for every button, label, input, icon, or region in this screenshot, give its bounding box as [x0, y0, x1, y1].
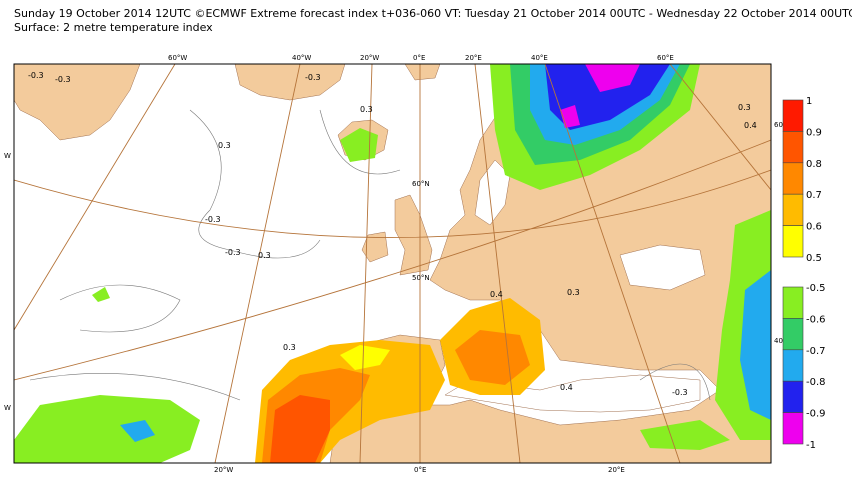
contour-label: -0.3 — [28, 71, 44, 80]
contour-label: -0.3 — [205, 215, 221, 224]
islands — [404, 64, 441, 81]
graticule-label: 50°N — [412, 274, 430, 282]
title: Sunday 19 October 2014 12UTC ©ECMWF Extr… — [14, 7, 852, 20]
warm-anomaly — [340, 345, 390, 370]
cold-anomaly — [560, 64, 640, 128]
graticule-label: 0°E — [413, 54, 425, 62]
graticule-label: 60°E — [657, 54, 674, 62]
colorbar-label: 0.6 — [806, 222, 822, 233]
colorbar-box — [782, 412, 804, 445]
colorbar-label: -0.8 — [806, 377, 826, 388]
colorbar-label: 0.7 — [806, 190, 822, 201]
graticule-label: 40°W — [292, 54, 311, 62]
graticule-label: 60°N — [412, 180, 430, 188]
colorbar-box — [782, 99, 804, 132]
colorbar-box — [782, 286, 804, 319]
contour-label: 0.3 — [360, 105, 373, 114]
warm-anomaly — [270, 395, 330, 463]
colorbar-box — [782, 162, 804, 195]
graticule-label: 60 — [774, 121, 783, 129]
contour-label: 0.4 — [560, 383, 573, 392]
colorbar-label: -0.5 — [806, 283, 826, 294]
graticule-label: 0°E — [414, 466, 426, 474]
contour-label: 0.4 — [744, 121, 757, 130]
contour-label: -0.3 — [672, 388, 688, 397]
colorbar-label: -0.9 — [806, 409, 826, 420]
map — [14, 64, 771, 463]
colorbar-label: 0.9 — [806, 127, 822, 138]
colorbar-box — [782, 225, 804, 258]
colorbar-box — [782, 131, 804, 164]
colorbar-box — [782, 349, 804, 382]
graticule-label: W — [4, 404, 11, 412]
contour-label: 0.4 — [490, 290, 503, 299]
colorbar-label: 1 — [806, 96, 812, 107]
colorbar-box — [782, 318, 804, 351]
black-sea — [619, 244, 706, 291]
colorbar-label: 0.8 — [806, 159, 822, 170]
subtitle: Surface: 2 metre temperature index — [14, 21, 213, 34]
graticule-label: W — [4, 152, 11, 160]
colorbar-label: -0.7 — [806, 346, 826, 357]
contour — [29, 109, 711, 401]
contour-label: 0.3 — [258, 251, 271, 260]
contour-label: 0.3 — [738, 103, 751, 112]
colorbar-label: -1 — [806, 440, 816, 451]
baltic — [474, 159, 511, 226]
graticule — [14, 64, 771, 463]
colorbar-label: -0.6 — [806, 314, 826, 325]
contour-label: 0.3 — [283, 343, 296, 352]
graticule-label: 20°E — [465, 54, 482, 62]
graticule-label: 60°W — [168, 54, 187, 62]
colorbar-box — [782, 193, 804, 226]
contour-label: 0.3 — [567, 288, 580, 297]
british-isles — [361, 194, 433, 276]
colorbar: 1 0.9 0.8 0.7 0.6 0.5 -0.5 -0.6 -0.7 -0.8 -0.9 -1 — [782, 96, 826, 451]
warm-anomaly — [455, 330, 530, 385]
contour-label: -0.3 — [305, 73, 321, 82]
graticule-label: 20°E — [608, 466, 625, 474]
cold-anomaly — [640, 420, 730, 450]
cold-anomaly — [92, 287, 110, 302]
cold-anomaly — [340, 128, 378, 162]
map-frame — [13, 63, 772, 464]
greenland — [14, 64, 346, 141]
cold-anomaly — [14, 395, 200, 463]
contour-label: -0.3 — [55, 75, 71, 84]
colorbar-box — [782, 380, 804, 413]
graticule-label: 40°E — [531, 54, 548, 62]
graticule-label: 20°W — [214, 466, 233, 474]
colorbar-label: 0.5 — [806, 253, 822, 264]
cold-anomaly — [120, 420, 155, 442]
contour-label: -0.3 — [225, 248, 241, 257]
cold-anomaly — [740, 270, 771, 420]
graticule-label: 40 — [774, 337, 783, 345]
graticule-label: 20°W — [360, 54, 379, 62]
contour-label: 0.3 — [218, 141, 231, 150]
